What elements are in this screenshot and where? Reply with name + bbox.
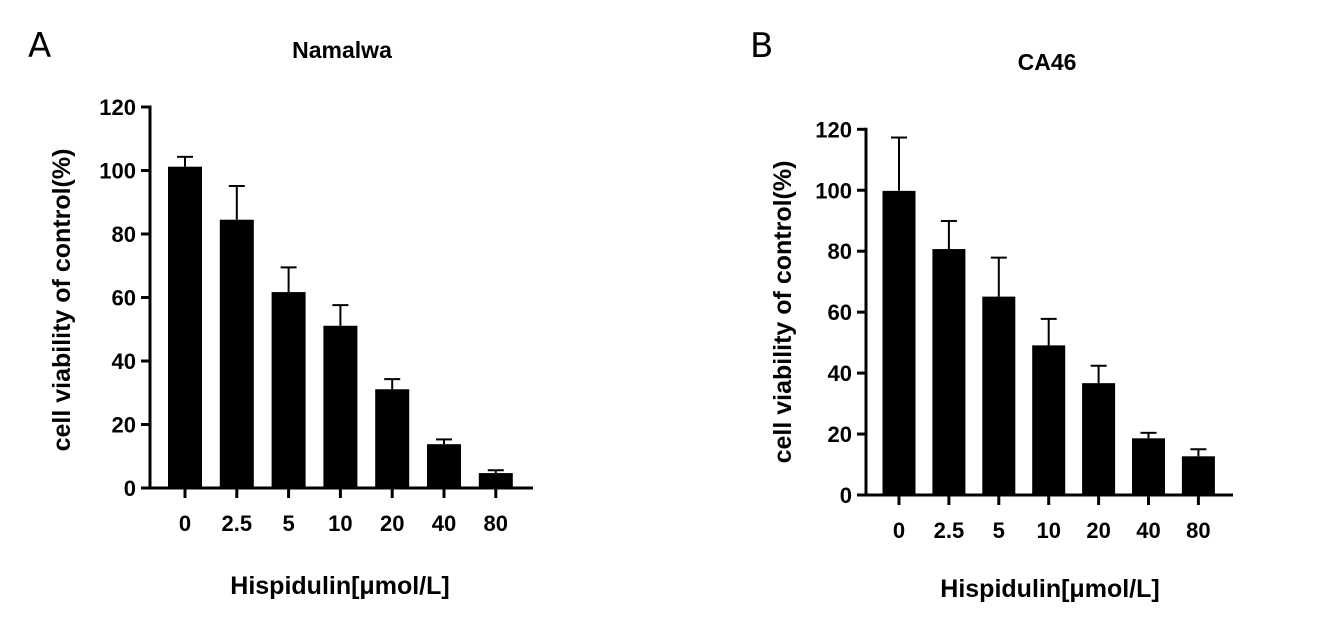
bar-2.5	[219, 219, 254, 488]
bar-10	[323, 325, 358, 488]
y-tick-label: 60	[828, 300, 852, 325]
x-tick-label: 2.5	[222, 511, 253, 536]
y-tick-label: 40	[828, 361, 852, 386]
y-tick-label: 80	[828, 239, 852, 264]
bar-80	[1181, 456, 1215, 495]
y-axis-label-b: cell viability of control(%)	[769, 161, 797, 464]
x-axis-label-b: Hispidulin[μmol/L]	[940, 575, 1159, 603]
x-tick-label: 20	[1086, 518, 1110, 543]
bar-40	[1132, 438, 1165, 495]
x-tick-label: 80	[1186, 518, 1210, 543]
x-tick-label: 0	[893, 518, 905, 543]
x-tick-label: 40	[432, 511, 456, 536]
x-tick-label: 5	[993, 518, 1005, 543]
y-tick-label: 80	[112, 222, 136, 247]
y-tick-label: 120	[99, 95, 136, 120]
panel-label-a: A	[28, 26, 51, 66]
y-tick-label: 120	[815, 117, 852, 142]
y-tick-label: 60	[112, 286, 136, 311]
y-tick-label: 0	[124, 476, 136, 501]
panel-label-b: B	[750, 26, 773, 66]
bar-40	[427, 444, 461, 488]
chart-title-a: Namalwa	[292, 37, 392, 63]
x-tick-label: 5	[282, 511, 294, 536]
y-tick-label: 20	[828, 422, 852, 447]
y-tick-label: 40	[112, 349, 136, 374]
chart-title-b: CA46	[1018, 49, 1077, 75]
bar-20	[1082, 383, 1116, 495]
x-tick-label: 2.5	[934, 518, 965, 543]
y-tick-label: 0	[840, 483, 852, 508]
y-tick-label: 100	[815, 178, 852, 203]
x-tick-label: 80	[484, 511, 508, 536]
chart-a: A Namalwa Hispidulin[μmol/L] cell viabil…	[28, 26, 533, 600]
chart-b: B CA46 Hispidulin[μmol/L] cell viability…	[750, 26, 1233, 603]
x-tick-label: 20	[380, 511, 404, 536]
y-tick-label: 20	[112, 413, 136, 438]
bar-80	[478, 473, 513, 488]
bar-2.5	[932, 249, 966, 495]
bar-0	[168, 166, 202, 488]
bar-10	[1032, 345, 1066, 495]
x-tick-label: 10	[328, 511, 352, 536]
bar-5	[982, 296, 1016, 495]
x-tick-label: 10	[1036, 518, 1060, 543]
x-tick-label: 0	[179, 511, 191, 536]
y-tick-label: 100	[99, 159, 136, 184]
bar-5	[271, 292, 306, 488]
bar-0	[882, 190, 916, 495]
x-axis-label-a: Hispidulin[μmol/L]	[230, 572, 449, 600]
x-tick-label: 40	[1136, 518, 1160, 543]
bar-20	[375, 389, 410, 488]
y-axis-label-a: cell viability of control(%)	[48, 149, 76, 452]
